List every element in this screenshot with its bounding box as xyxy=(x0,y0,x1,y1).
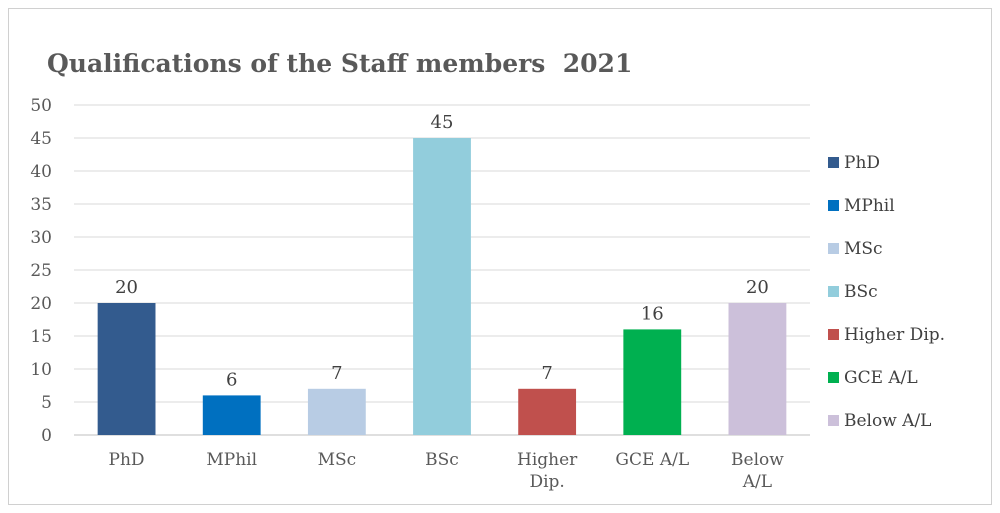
data-label: 20 xyxy=(115,277,138,298)
bar xyxy=(97,303,156,435)
y-tick-label: 15 xyxy=(30,327,52,347)
y-tick-label: 20 xyxy=(30,294,52,314)
legend-swatch xyxy=(828,329,839,340)
y-tick-label: 10 xyxy=(30,360,52,380)
data-label: 45 xyxy=(431,112,454,133)
x-tick-label: MSc xyxy=(318,450,357,470)
legend: PhD MPhil MSc BSc Higher Dip. GCE A/L Below A/… xyxy=(828,153,945,431)
y-tick-label: 40 xyxy=(30,162,52,182)
legend-swatch xyxy=(828,372,839,383)
legend-label: Higher Dip. xyxy=(844,325,945,345)
data-label: 7 xyxy=(331,363,342,384)
data-label: 7 xyxy=(541,363,552,384)
legend-label: Below A/L xyxy=(844,411,931,431)
x-tick-label: BSc xyxy=(425,450,459,470)
bar xyxy=(202,395,261,435)
legend-label: MPhil xyxy=(844,196,895,216)
x-tick-label: GCE A/L xyxy=(615,450,689,470)
legend-swatch xyxy=(828,286,839,297)
bar xyxy=(623,329,682,435)
legend-swatch xyxy=(828,243,839,254)
x-tick-label: Below A/L xyxy=(731,450,784,492)
legend-label: GCE A/L xyxy=(844,368,918,388)
y-tick-label: 45 xyxy=(30,129,52,149)
data-labels: 20 6 7 45 7 16 20 xyxy=(115,112,769,390)
y-tick-label: 50 xyxy=(30,96,52,116)
legend-label: MSc xyxy=(844,239,883,259)
y-tick-label: 35 xyxy=(30,195,52,215)
chart-frame: Qualifications of the Staff members 2021 xyxy=(8,8,992,505)
legend-swatch xyxy=(828,157,839,168)
data-label: 20 xyxy=(746,277,769,298)
y-tick-label: 0 xyxy=(41,426,52,446)
bar xyxy=(728,303,787,435)
legend-label: PhD xyxy=(844,153,880,173)
y-tick-label: 25 xyxy=(30,261,52,281)
x-axis-labels: PhD MPhil MSc BSc Higher Dip. GCE A/L Below A/L xyxy=(109,450,785,492)
y-axis-ticks: 0 5 10 15 20 25 30 35 40 45 50 xyxy=(30,96,52,446)
bar xyxy=(518,388,577,435)
y-tick-label: 30 xyxy=(30,228,52,248)
x-tick-label: Higher Dip. xyxy=(517,450,578,492)
chart-title: Qualifications of the Staff members 2021 xyxy=(47,49,633,78)
data-label: 6 xyxy=(226,369,237,390)
x-tick-label: PhD xyxy=(109,450,145,470)
bar xyxy=(307,388,366,435)
data-label: 16 xyxy=(641,303,664,324)
legend-swatch xyxy=(828,415,839,426)
legend-label: BSc xyxy=(844,282,878,302)
y-tick-label: 5 xyxy=(41,393,52,413)
legend-swatch xyxy=(828,200,839,211)
bar xyxy=(413,138,471,435)
x-tick-label: MPhil xyxy=(206,450,257,470)
bars xyxy=(97,138,787,435)
